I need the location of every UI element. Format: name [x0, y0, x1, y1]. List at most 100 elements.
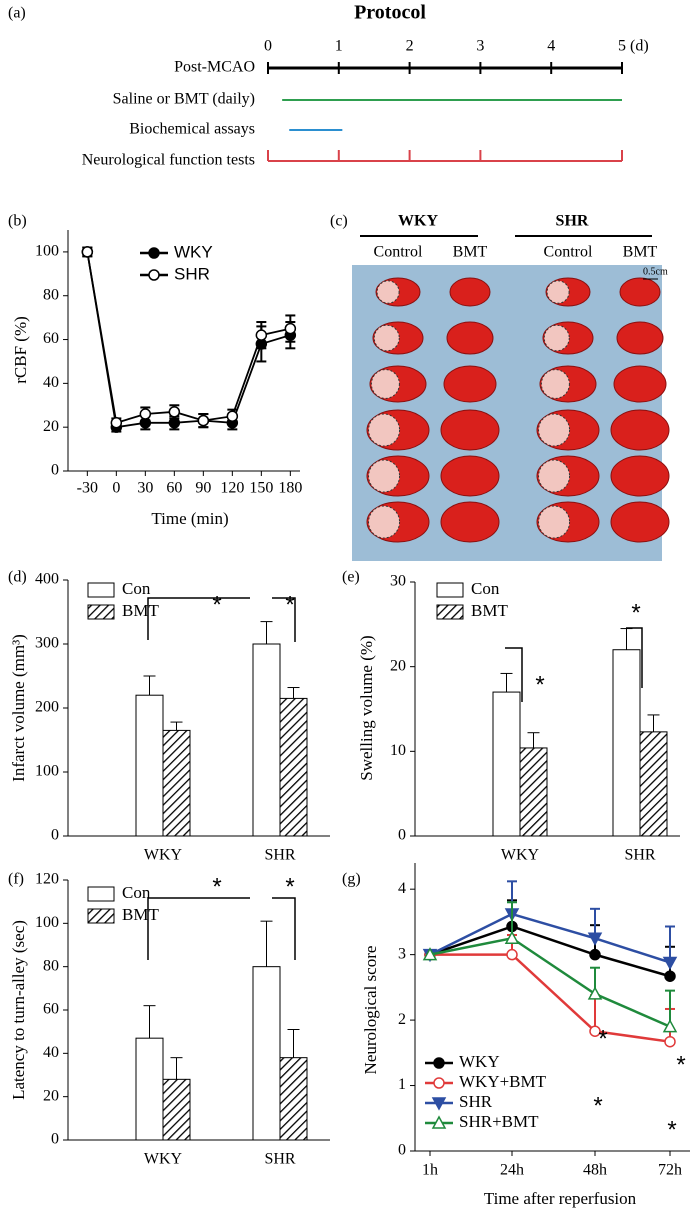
y-tick-label: 3: [398, 945, 406, 962]
significance-star: *: [598, 1025, 607, 1052]
brain-slices: [366, 277, 670, 543]
significance-star: *: [676, 1051, 685, 1078]
x-tick-label: 24h: [500, 1162, 524, 1179]
protocol-row-label: Post-MCAO: [174, 59, 255, 76]
bar: [252, 643, 281, 837]
marker: [433, 1057, 445, 1069]
marker: [197, 414, 210, 427]
significance-star: *: [631, 599, 640, 626]
marker: [431, 1115, 447, 1129]
legend-swatch: [87, 582, 115, 598]
group-label: WKY: [398, 213, 438, 230]
infarct: [370, 369, 400, 399]
legend-label: WKY: [174, 242, 213, 261]
y-tick-label: 100: [35, 914, 59, 931]
y-tick-label: 300: [35, 635, 59, 652]
marker: [110, 417, 123, 429]
marker: [139, 408, 152, 420]
y-tick-label: 20: [390, 657, 406, 674]
legend-swatch: [436, 582, 464, 598]
brain-slice: [440, 455, 500, 497]
significance-bracket: [147, 897, 250, 960]
column-label: Control: [544, 244, 593, 261]
significance-star: *: [285, 873, 294, 900]
y-tick-label: 0: [51, 827, 59, 844]
significance-star: *: [212, 591, 221, 618]
y-tick-label: 80: [43, 286, 59, 303]
brain-slice: [440, 501, 500, 543]
y-tick-label: 0: [398, 827, 406, 844]
infarct: [368, 413, 401, 447]
legend-swatch: [87, 604, 115, 620]
marker: [662, 956, 678, 971]
significance-star: *: [212, 873, 221, 900]
y-tick-label: 40: [43, 1044, 59, 1061]
marker: [226, 410, 239, 422]
protocol-title: Protocol: [354, 2, 426, 24]
y-tick-label: 100: [35, 763, 59, 780]
x-axis-label: Time after reperfusion: [484, 1189, 637, 1208]
legend-label: WKY: [459, 1052, 500, 1071]
significance-bracket: [272, 897, 296, 960]
x-tick-label: -30: [77, 480, 98, 497]
y-tick-label: 10: [390, 742, 406, 759]
series-line: [429, 925, 671, 978]
x-tick-label: 180: [278, 480, 302, 497]
brain-slice: [610, 455, 670, 497]
protocol-tick-label: 0: [264, 38, 272, 55]
brain-slice: [610, 501, 670, 543]
y-tick-label: 1: [398, 1076, 406, 1093]
legend-label: SHR: [174, 264, 210, 283]
panel-label: (a): [8, 5, 26, 22]
column-label: BMT: [453, 244, 488, 261]
legend-label: SHR: [459, 1092, 493, 1111]
bar: [519, 747, 548, 837]
scale-label: 0.5cm: [643, 266, 668, 277]
x-tick-label: WKY: [144, 1151, 183, 1168]
column-label: Control: [374, 244, 423, 261]
x-tick-label: 60: [166, 480, 182, 497]
y-axis-label: Neurological score: [361, 946, 380, 1075]
y-axis-label: Infarct volume (mm³): [9, 634, 28, 782]
y-tick-label: 400: [35, 571, 59, 588]
x-tick-label: 72h: [658, 1162, 682, 1179]
x-tick-label: 150: [249, 480, 273, 497]
marker: [422, 947, 438, 961]
infarct: [538, 413, 571, 447]
brain-slice: [610, 409, 670, 451]
group-label: SHR: [556, 213, 589, 230]
x-tick-label: 48h: [583, 1162, 607, 1179]
bar: [279, 697, 308, 837]
bar: [252, 966, 281, 1141]
significance-star: *: [535, 671, 544, 698]
bar: [162, 729, 191, 837]
legend-label: BMT: [122, 905, 159, 924]
marker: [662, 1019, 678, 1033]
infarct: [368, 459, 401, 493]
marker: [589, 948, 601, 961]
y-tick-label: 0: [398, 1142, 406, 1159]
marker: [587, 932, 603, 946]
x-tick-label: SHR: [624, 847, 655, 864]
x-tick-label: WKY: [501, 847, 540, 864]
x-tick-label: 1h: [422, 1162, 438, 1179]
brain-slice: [449, 277, 491, 307]
infarct: [538, 505, 571, 539]
marker: [168, 406, 181, 418]
brain-slice: [443, 365, 497, 403]
marker: [589, 1025, 601, 1037]
y-axis-label: Swelling volume (%): [357, 635, 376, 780]
protocol-tick-label: 3: [476, 38, 484, 55]
column-label: BMT: [623, 244, 658, 261]
significance-bracket: [147, 597, 250, 640]
protocol-row-label: Neurological function tests: [82, 152, 255, 169]
significance-star: *: [667, 1116, 676, 1143]
y-tick-label: 200: [35, 699, 59, 716]
legend-swatch: [436, 604, 464, 620]
legend-label: Con: [122, 883, 151, 902]
y-axis-label: Latency to turn-alley (sec): [9, 920, 28, 1100]
marker: [506, 948, 518, 961]
infarct: [376, 280, 400, 304]
protocol-tick-label: 5: [618, 38, 626, 55]
